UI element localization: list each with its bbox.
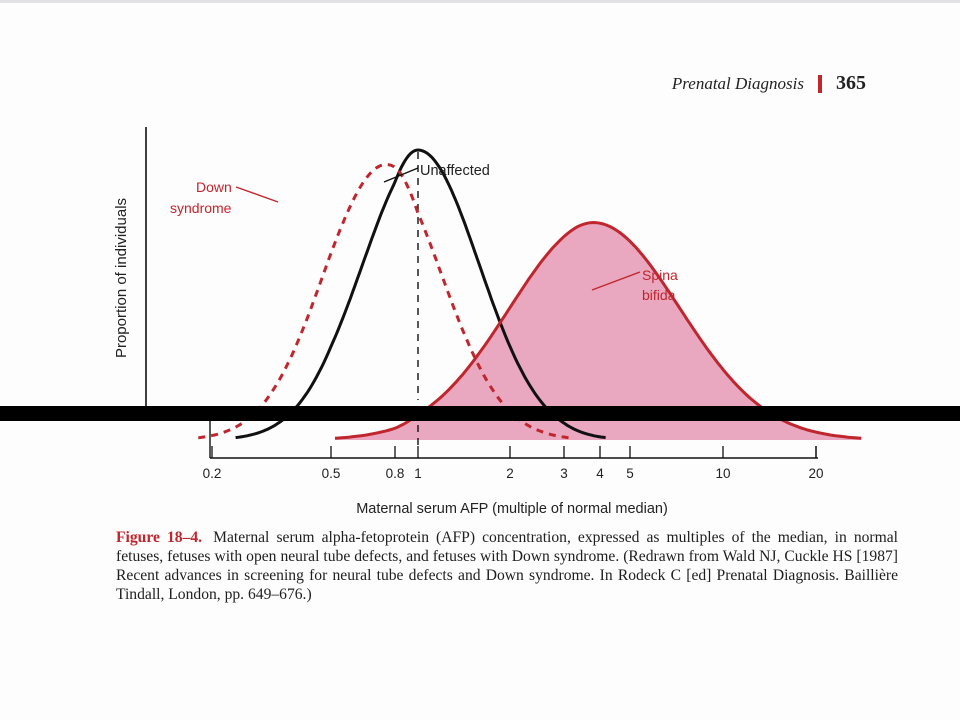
page-top-edge <box>0 0 960 3</box>
x-tick-label: 0.2 <box>203 466 222 481</box>
spina-bifida-leader <box>591 271 641 291</box>
unaffected-label: Unaffected <box>420 163 490 179</box>
header-divider <box>818 74 822 93</box>
x-tick-label: 0.8 <box>386 466 405 481</box>
down-syndrome-leader <box>235 186 279 203</box>
unaffected-leader <box>383 167 419 183</box>
x-tick-label: 10 <box>715 466 730 481</box>
redaction-bar <box>0 406 960 421</box>
spina-bifida-label-line2: bifida <box>642 287 676 303</box>
x-tick-label: 3 <box>560 466 568 481</box>
x-tick-label: 2 <box>506 466 514 481</box>
down-syndrome-label-line1: Down <box>196 179 232 195</box>
down-syndrome-label-line2: syndrome <box>170 200 232 216</box>
caption-text: Maternal serum alpha-fetoprotein (AFP) c… <box>116 529 899 603</box>
x-tick-label: 20 <box>808 466 823 481</box>
figure-caption: Figure 18–4. Maternal serum alpha-fetopr… <box>116 528 898 604</box>
running-title: Prenatal Diagnosis <box>671 73 804 93</box>
y-axis-label: Proportion of individuals <box>113 198 130 358</box>
x-tick-label: 4 <box>596 466 604 481</box>
running-header: Prenatal Diagnosis 365 <box>672 72 866 95</box>
figure-label: Figure 18–4. <box>116 529 203 546</box>
x-tick-label: 1 <box>414 466 422 481</box>
x-axis-label: Maternal serum AFP (multiple of normal m… <box>356 501 668 517</box>
spina-bifida-label-line1: Spina <box>642 267 678 283</box>
page-number: 365 <box>836 72 866 94</box>
x-tick-label: 0.5 <box>322 466 341 481</box>
x-tick-label: 5 <box>626 466 634 481</box>
spina-bifida-area <box>335 222 862 440</box>
unaffected-curve <box>235 148 606 440</box>
